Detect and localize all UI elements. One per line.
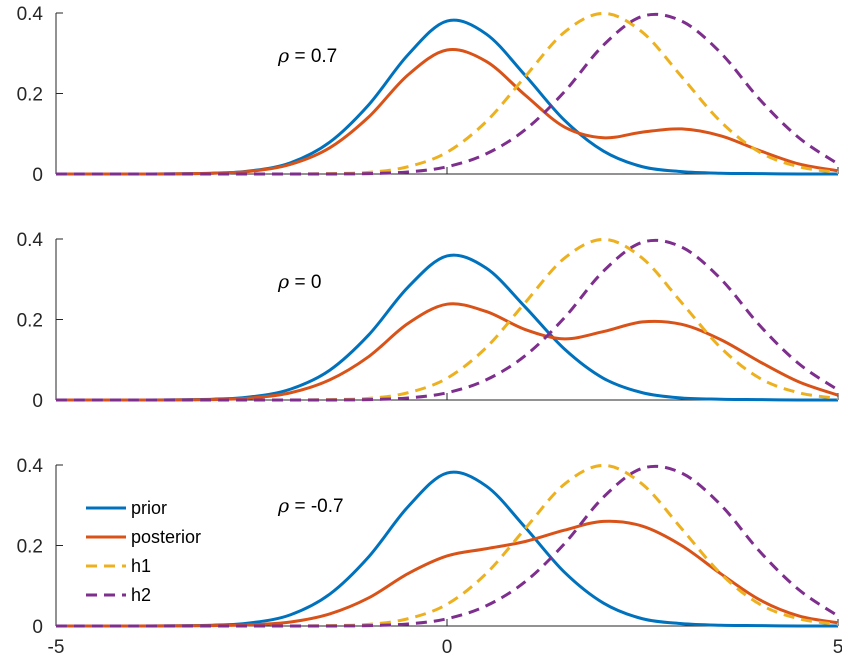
- y-tick-label: 0.4: [17, 4, 44, 25]
- y-tick-label: 0.2: [17, 85, 43, 106]
- y-tick-label: 0.2: [17, 311, 43, 332]
- panel-1: 0 0.2 0.4 ρ = 0.7: [17, 4, 839, 186]
- legend-label-posterior: posterior: [131, 527, 201, 547]
- rho-annotation: ρ = 0.7: [277, 45, 337, 67]
- legend-label-h1: h1: [131, 556, 151, 576]
- y-tick-label: 0.4: [17, 230, 44, 251]
- series-posterior-line: [55, 519, 839, 628]
- x-tick-label: -5: [48, 637, 65, 658]
- series-posterior-line: [55, 302, 839, 402]
- series-prior-line: [55, 253, 839, 402]
- rho-annotation: ρ = -0.7: [277, 495, 344, 517]
- legend: prior posterior h1 h2: [86, 498, 201, 605]
- series-h1-line: [56, 11, 839, 176]
- series-posterior-line: [55, 48, 839, 176]
- panel-2: 0 0.2 0.4 ρ = 0: [17, 230, 839, 412]
- series-h2-line: [56, 464, 839, 628]
- series-prior-line: [55, 470, 839, 628]
- series-h2-line: [56, 238, 839, 402]
- y-tick-label: 0: [32, 165, 43, 186]
- y-tick-label: 0.4: [17, 456, 44, 477]
- series-prior-line: [55, 18, 839, 176]
- x-tick-label: 0: [442, 637, 453, 658]
- y-tick-label: 0.2: [17, 537, 43, 558]
- x-tick-label: 5: [833, 637, 842, 658]
- y-tick-label: 0: [32, 617, 43, 638]
- series-h1-line: [56, 237, 839, 402]
- legend-label-prior: prior: [131, 498, 167, 518]
- series-h2-line: [56, 12, 839, 176]
- legend-label-h2: h2: [131, 585, 151, 605]
- y-tick-label: 0: [32, 391, 43, 412]
- rho-annotation: ρ = 0: [277, 271, 321, 293]
